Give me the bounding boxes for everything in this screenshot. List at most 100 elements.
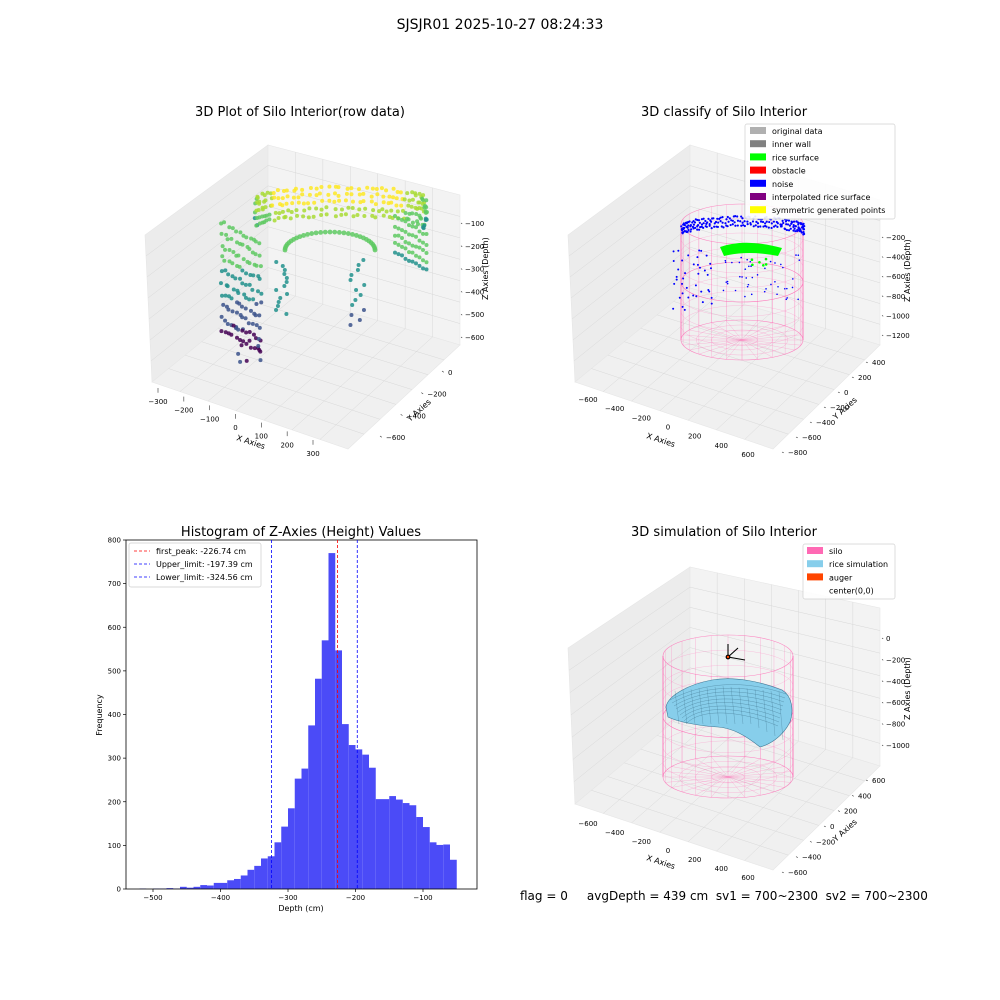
noise-point — [797, 226, 800, 229]
simulation-y-tick — [781, 871, 784, 874]
raw-data-point — [406, 217, 411, 222]
classify-y-tick — [851, 376, 854, 379]
raw-data-point — [403, 239, 408, 244]
simulation-gridline — [716, 596, 826, 852]
rice-mesh-line — [746, 688, 752, 725]
x-tick-label: −100 — [413, 894, 432, 902]
raw-data-point — [354, 233, 359, 238]
noise-point — [761, 220, 765, 224]
raw-data-point — [230, 309, 235, 314]
noise-point — [755, 220, 758, 223]
raw-x-tick-label: 200 — [280, 441, 293, 449]
raw-data-point — [361, 191, 366, 196]
raw-data-point — [219, 269, 224, 274]
rice-surface-point — [761, 264, 765, 267]
noise-point — [802, 233, 805, 236]
simulation-y-tick-label: −600 — [788, 869, 807, 877]
noise-point — [710, 302, 713, 305]
raw-data-point — [389, 200, 394, 205]
simulation-gridline — [572, 667, 881, 760]
histogram-bar — [335, 650, 342, 889]
raw-data-point — [327, 184, 332, 189]
rice-mesh-line — [698, 688, 704, 725]
raw-data-point — [419, 216, 424, 221]
histogram-bar — [220, 882, 228, 889]
raw-data-point — [301, 214, 306, 219]
simulation-x-tick-label: 0 — [666, 847, 670, 855]
noise-point — [710, 227, 713, 230]
noise-point — [797, 298, 799, 301]
raw-data-point — [424, 242, 429, 247]
raw-data-point — [313, 230, 319, 236]
raw-data-point — [290, 201, 295, 206]
histogram-bar — [396, 799, 403, 889]
raw-data-point — [231, 323, 236, 328]
noise-point — [796, 229, 799, 233]
raw-data-point — [403, 256, 408, 261]
raw-data-point — [332, 199, 337, 204]
classify-pane-floor — [574, 287, 881, 450]
raw-data-point — [230, 274, 235, 279]
raw-data-point — [417, 245, 422, 250]
noise-point — [683, 308, 686, 311]
raw-data-point — [424, 232, 429, 237]
raw-data-point — [236, 253, 241, 258]
rice-mesh-line — [679, 702, 782, 716]
raw-data-point — [235, 240, 240, 245]
raw-z-tick-label: −200 — [465, 243, 484, 251]
noise-point — [745, 277, 748, 279]
raw-data-point — [410, 197, 415, 202]
noise-point — [681, 282, 684, 285]
noise-point — [734, 289, 737, 292]
noise-point — [672, 250, 675, 253]
noise-point — [721, 221, 724, 224]
raw-data-point — [350, 206, 355, 211]
raw-data-point — [274, 308, 279, 312]
raw-data-point — [223, 268, 228, 273]
raw-data-point — [312, 200, 317, 205]
raw-data-point — [414, 234, 418, 239]
noise-point — [684, 272, 687, 275]
classify-legend-label: interpolated rice surface — [772, 193, 870, 202]
noise-point — [681, 259, 684, 262]
noise-point — [749, 223, 752, 226]
classify-z-tick-label: −200 — [886, 234, 905, 242]
raw-data-point — [424, 260, 429, 265]
noise-point — [768, 220, 771, 224]
rice-surface-point — [758, 260, 761, 264]
raw-data-point — [270, 203, 275, 208]
noise-point — [750, 265, 752, 268]
raw-data-point — [348, 278, 353, 282]
raw-data-point — [263, 205, 268, 210]
histogram-bar — [402, 803, 410, 889]
raw-data-point — [424, 198, 429, 203]
raw-data-point — [243, 316, 248, 321]
raw-data-point — [302, 208, 307, 213]
raw-data-point — [285, 292, 290, 296]
noise-point — [801, 226, 804, 229]
raw-data-point — [259, 300, 264, 305]
simulation-z-tick — [881, 723, 884, 725]
x-tick-label: −200 — [346, 894, 365, 902]
raw-z-tick-label: −600 — [465, 334, 484, 342]
raw-data-point — [240, 281, 245, 286]
raw-data-point — [256, 289, 261, 294]
noise-point — [705, 222, 708, 225]
auger-point — [726, 655, 730, 659]
raw-data-point — [421, 258, 425, 263]
noise-point — [739, 220, 742, 223]
noise-point — [704, 225, 707, 228]
raw-data-point — [403, 229, 408, 234]
raw-data-point — [234, 229, 239, 234]
raw-data-point — [273, 210, 278, 215]
noise-point — [775, 220, 778, 224]
noise-point — [713, 225, 716, 228]
raw-data-point — [227, 225, 232, 230]
noise-point — [724, 261, 727, 264]
raw-data-point — [240, 328, 245, 333]
noise-point — [675, 275, 678, 278]
raw-data-point — [300, 192, 305, 197]
noise-point — [746, 285, 749, 288]
raw-gridline — [234, 314, 429, 375]
